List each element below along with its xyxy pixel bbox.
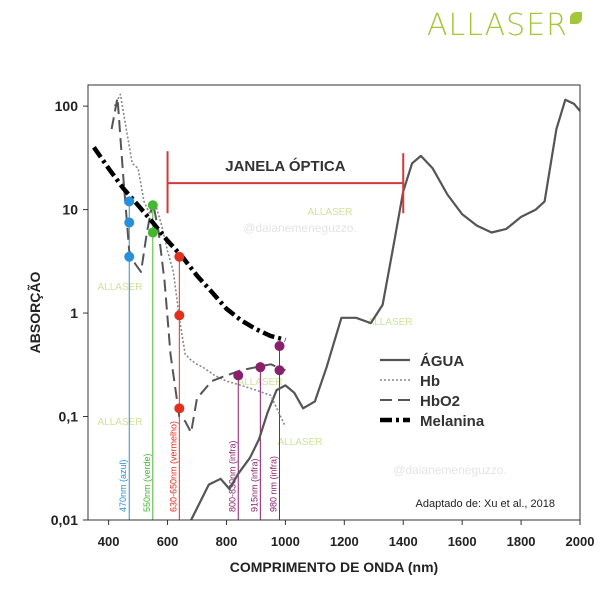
marker-dot — [274, 341, 285, 352]
marker-dot — [147, 200, 158, 211]
watermark-logo: ALLASER — [97, 417, 142, 428]
x-tick-label: 400 — [98, 534, 120, 549]
x-tick-label: 600 — [157, 534, 179, 549]
x-tick-label: 800 — [216, 534, 238, 549]
series-line-hb — [113, 93, 287, 427]
axes: 100 10 1 0,1 0,01 400 600 800 1000 1200 1400 1600 18… — [26, 84, 595, 575]
watermark-handle: @daianemeneguzzo. — [393, 463, 507, 477]
series-line-melanina — [92, 146, 286, 343]
legend: ÁGUA Hb HbO2 Melanina — [380, 353, 485, 430]
watermark-handle: @daianemeneguzzo. — [243, 221, 357, 235]
marker-dot — [255, 362, 266, 373]
brand-name: ALLASER — [426, 8, 568, 43]
y-tick-label: 100 — [55, 98, 79, 114]
series-line--gua — [190, 98, 581, 521]
source-note: Adaptado de: Xu et al., 2018 — [416, 498, 555, 510]
legend-label: HbO2 — [420, 393, 460, 410]
window-label: JANELA ÓPTICA — [225, 157, 345, 175]
x-tick-label: 2000 — [566, 534, 595, 549]
watermark-logo: ALLASER — [97, 282, 142, 293]
y-tick-label: 0,01 — [51, 512, 78, 528]
wavelength-markers: 470nm (azul) 550nm (verde) 630-650nm (verm… — [118, 201, 280, 520]
watermark-logo: ALLASER — [277, 437, 322, 448]
brand-logo: ALLASER — [427, 8, 582, 43]
leaf-icon — [570, 12, 582, 24]
marker-dots — [124, 196, 285, 414]
x-axis-label: COMPRIMENTO DE ONDA (nm) — [230, 559, 438, 575]
marker-label: 470nm (azul) — [118, 459, 128, 512]
marker-dot — [233, 370, 244, 381]
watermarks: ALLASERALLASERALLASERALLASERALLASERALLAS… — [97, 207, 506, 477]
watermark-logo: ALLASER — [307, 207, 352, 218]
x-tick-label: 1600 — [448, 534, 477, 549]
y-tick-label: 1 — [70, 305, 78, 321]
x-tick-label: 1800 — [507, 534, 536, 549]
x-tick-label: 1000 — [271, 534, 300, 549]
marker-dot — [174, 310, 185, 321]
marker-label: 800-830nm (infra) — [227, 440, 237, 512]
plot-frame — [87, 84, 581, 521]
marker-dot — [124, 217, 135, 228]
legend-label: Hb — [420, 373, 440, 390]
marker-label: 980 nm (infra) — [268, 456, 278, 512]
marker-dot — [124, 196, 135, 207]
marker-label: 915nm (infra) — [249, 458, 259, 512]
optical-window: JANELA ÓPTICA — [166, 151, 405, 214]
marker-label: 550nm (verde) — [142, 453, 152, 512]
x-tick-label: 1200 — [330, 534, 359, 549]
legend-label: Melanina — [420, 413, 485, 430]
marker-label: 630-650nm (vermelho) — [168, 421, 178, 512]
legend-label: ÁGUA — [420, 353, 464, 370]
marker-dot — [147, 227, 158, 238]
y-tick-label: 10 — [62, 202, 78, 218]
x-tick-label: 1400 — [389, 534, 418, 549]
watermark-logo: ALLASER — [367, 317, 412, 328]
marker-dot — [174, 403, 185, 414]
y-axis-label: ABSORÇÃO — [26, 272, 43, 354]
marker-dot — [274, 365, 285, 376]
marker-dot — [174, 251, 185, 262]
y-tick-label: 0,1 — [59, 409, 79, 425]
marker-dot — [124, 251, 135, 262]
